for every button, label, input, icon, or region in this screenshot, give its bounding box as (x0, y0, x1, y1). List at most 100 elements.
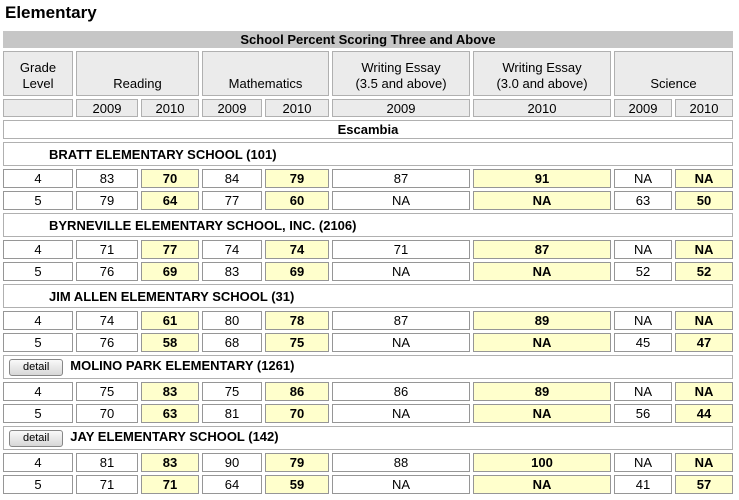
school-header-row: detail MOLINO PARK ELEMENTARY (1261) (3, 355, 733, 379)
column-group-header-row: Grade Level Reading Mathematics Writing Es… (3, 51, 733, 96)
score-cell: 87 (473, 240, 611, 259)
school-name: JAY ELEMENTARY SCHOOL (142) (70, 429, 279, 445)
grade-cell: 4 (3, 382, 73, 401)
score-cell: 79 (265, 169, 329, 188)
score-cell: 44 (675, 404, 733, 423)
detail-button[interactable]: detail (9, 429, 64, 447)
grade-cell: 4 (3, 311, 73, 330)
table-row: 4 83 70 84 79 87 91 NA NA (3, 169, 733, 188)
score-cell: 71 (76, 475, 138, 494)
district-name: Escambia (3, 120, 733, 139)
score-cell: NA (614, 169, 672, 188)
district-row: Escambia (3, 120, 733, 139)
score-cell: 83 (141, 382, 199, 401)
score-cell: 77 (141, 240, 199, 259)
score-cell: 88 (332, 453, 470, 472)
score-cell: NA (614, 311, 672, 330)
page-title: Elementary (5, 3, 97, 22)
score-cell: NA (614, 382, 672, 401)
score-cell: 81 (76, 453, 138, 472)
score-cell: 63 (141, 404, 199, 423)
year-header: 2010 (473, 99, 611, 117)
year-header: 2009 (76, 99, 138, 117)
score-cell: 80 (202, 311, 262, 330)
grade-cell: 5 (3, 333, 73, 352)
year-header: 2010 (141, 99, 199, 117)
year-header: 2009 (614, 99, 672, 117)
year-header: 2009 (332, 99, 470, 117)
score-cell: 47 (675, 333, 733, 352)
score-cell: 56 (614, 404, 672, 423)
score-cell: 64 (141, 191, 199, 210)
score-cell: 69 (265, 262, 329, 281)
score-cell: 60 (265, 191, 329, 210)
score-cell: 77 (202, 191, 262, 210)
score-cell: 50 (675, 191, 733, 210)
scores-table: School Percent Scoring Three and Above G… (0, 28, 736, 497)
score-cell: 68 (202, 333, 262, 352)
table-row: 4 74 61 80 78 87 89 NA NA (3, 311, 733, 330)
grade-cell: 4 (3, 169, 73, 188)
score-cell: 75 (76, 382, 138, 401)
score-cell: 45 (614, 333, 672, 352)
score-cell: 100 (473, 453, 611, 472)
school-name-cell: detail JAY ELEMENTARY SCHOOL (142) (3, 426, 733, 450)
score-cell: NA (675, 169, 733, 188)
school-name-cell: BRATT ELEMENTARY SCHOOL (101) (3, 142, 733, 166)
score-cell: NA (675, 382, 733, 401)
page: Elementary School Percent Scoring Three … (0, 3, 739, 497)
column-group-grade-level: Grade Level (3, 51, 73, 96)
score-cell: 74 (265, 240, 329, 259)
score-cell: NA (473, 333, 611, 352)
score-cell: 75 (202, 382, 262, 401)
score-cell: 81 (202, 404, 262, 423)
year-header: 2009 (202, 99, 262, 117)
column-group-writing-essay-3-0-and-above: Writing Essay (3.0 and above) (473, 51, 611, 96)
table-row: 5 76 58 68 75 NA NA 45 47 (3, 333, 733, 352)
column-group-reading: Reading (76, 51, 199, 96)
table-title: School Percent Scoring Three and Above (3, 31, 733, 48)
score-cell: NA (473, 191, 611, 210)
score-cell: NA (675, 453, 733, 472)
score-cell: 87 (332, 169, 470, 188)
score-cell: 83 (76, 169, 138, 188)
score-cell: 58 (141, 333, 199, 352)
score-cell: NA (332, 262, 470, 281)
school-name-cell: JIM ALLEN ELEMENTARY SCHOOL (31) (3, 284, 733, 308)
score-cell: NA (332, 475, 470, 494)
score-cell: NA (473, 475, 611, 494)
score-cell: 69 (141, 262, 199, 281)
score-cell: NA (675, 311, 733, 330)
table-row: 5 79 64 77 60 NA NA 63 50 (3, 191, 733, 210)
score-cell: 52 (614, 262, 672, 281)
school-name: JIM ALLEN ELEMENTARY SCHOOL (31) (49, 288, 295, 304)
school-name-cell: detail MOLINO PARK ELEMENTARY (1261) (3, 355, 733, 379)
table-row: 4 75 83 75 86 86 89 NA NA (3, 382, 733, 401)
score-cell: NA (614, 240, 672, 259)
score-cell: 83 (141, 453, 199, 472)
score-cell: 75 (265, 333, 329, 352)
year-header-row: 2009 2010 2009 2010 2009 2010 2009 2010 (3, 99, 733, 117)
table-row: 5 76 69 83 69 NA NA 52 52 (3, 262, 733, 281)
score-cell: 86 (332, 382, 470, 401)
score-cell: 52 (675, 262, 733, 281)
score-cell: 89 (473, 382, 611, 401)
grade-cell: 4 (3, 240, 73, 259)
score-cell: 57 (675, 475, 733, 494)
table-row: 4 71 77 74 74 71 87 NA NA (3, 240, 733, 259)
score-cell: 63 (614, 191, 672, 210)
score-cell: 71 (141, 475, 199, 494)
score-cell: NA (332, 404, 470, 423)
grade-cell: 5 (3, 262, 73, 281)
score-cell: 64 (202, 475, 262, 494)
score-cell: 61 (141, 311, 199, 330)
table-row: 5 70 63 81 70 NA NA 56 44 (3, 404, 733, 423)
school-header-row: BYRNEVILLE ELEMENTARY SCHOOL, INC. (2106… (3, 213, 733, 237)
score-cell: 90 (202, 453, 262, 472)
score-cell: 41 (614, 475, 672, 494)
detail-button[interactable]: detail (9, 358, 64, 376)
column-group-writing-essay-3-5-and-above: Writing Essay (3.5 and above) (332, 51, 470, 96)
score-cell: 83 (202, 262, 262, 281)
score-cell: 74 (76, 311, 138, 330)
year-header-empty (3, 99, 73, 117)
